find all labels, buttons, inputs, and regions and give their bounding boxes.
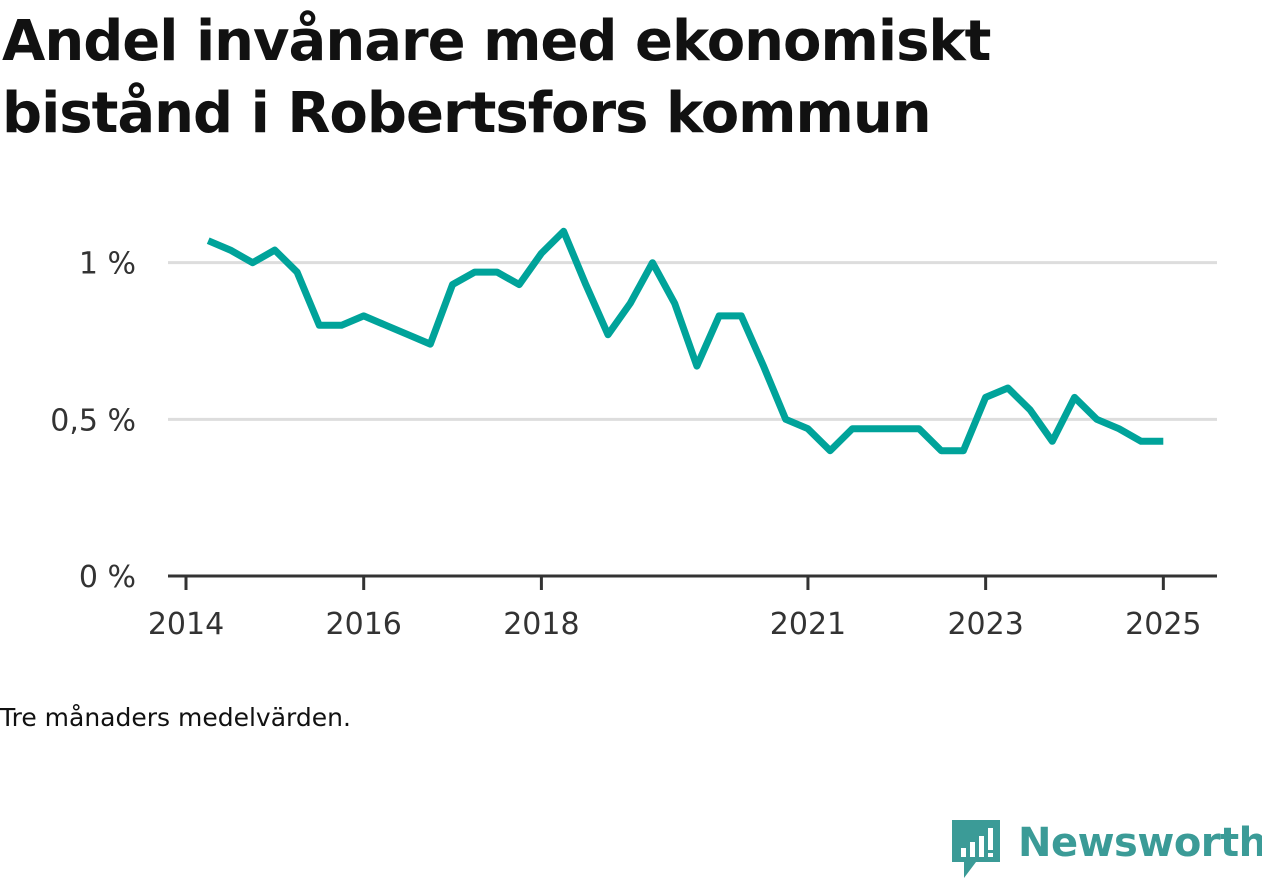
x-tick-label: 2016 [326,607,402,642]
x-axis: 2014 2016 2018 2021 2023 2025 [148,574,1217,642]
newsworthy-logo-icon [952,820,1000,878]
series-line [206,227,1164,455]
y-tick-label: 1 % [79,247,136,282]
x-tick-label: 2021 [770,607,846,642]
brand-name: Newsworthy [1018,820,1262,866]
x-tick-label: 2023 [947,607,1023,642]
x-tick-label: 2018 [503,607,579,642]
brand-logo[interactable]: Newsworthy [950,818,1262,882]
y-axis: 0 % 0,5 % 1 % [50,247,136,595]
gridlines [168,261,1217,421]
line-chart: 0 % 0,5 % 1 % 2014 2016 2018 2021 2023 2025 [50,227,1217,642]
y-tick-label: 0,5 % [50,403,136,438]
x-tick-label: 2014 [148,607,224,642]
x-tick-label: 2025 [1125,607,1201,642]
chart-title: Andel invånare med ekonomiskt bistånd i … [2,9,991,146]
y-tick-label: 0 % [79,560,136,595]
chart-note: Tre månaders medelvärden. [0,703,351,732]
